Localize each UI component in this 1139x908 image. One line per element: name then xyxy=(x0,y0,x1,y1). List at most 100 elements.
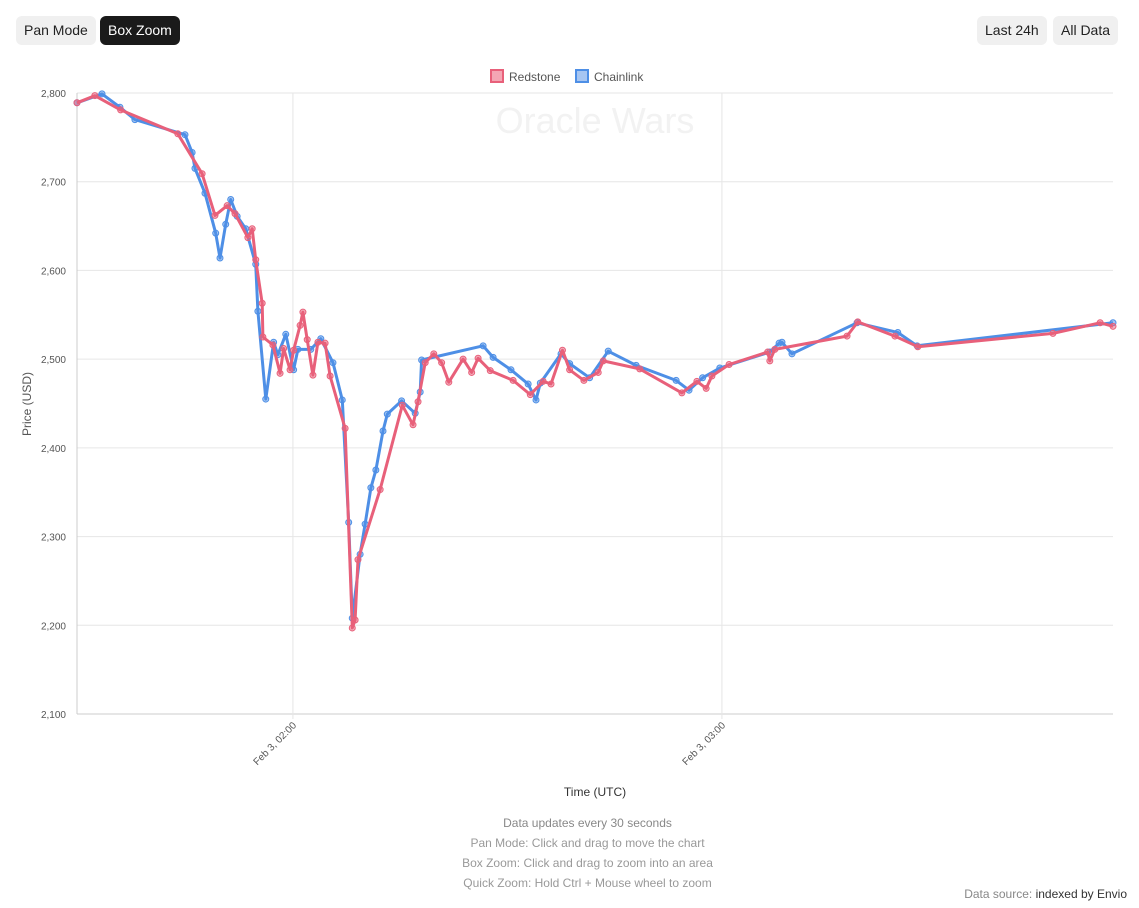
box-zoom-button[interactable]: Box Zoom xyxy=(100,16,180,45)
redstone-point[interactable] xyxy=(766,357,774,365)
redstone-point[interactable] xyxy=(326,372,334,380)
redstone-point[interactable] xyxy=(430,350,438,358)
redstone-point[interactable] xyxy=(486,367,494,375)
redstone-point[interactable] xyxy=(678,389,686,397)
chainlink-point[interactable] xyxy=(216,254,224,262)
redstone-point[interactable] xyxy=(526,391,534,399)
chainlink-point[interactable] xyxy=(367,484,375,492)
chainlink-point[interactable] xyxy=(532,396,540,404)
redstone-point[interactable] xyxy=(296,321,304,329)
legend-item-redstone[interactable]: Redstone xyxy=(490,69,561,84)
redstone-point[interactable] xyxy=(198,170,206,178)
redstone-point[interactable] xyxy=(459,355,467,363)
redstone-point[interactable] xyxy=(1109,322,1117,330)
redstone-point[interactable] xyxy=(725,360,733,368)
redstone-point[interactable] xyxy=(594,368,602,376)
chainlink-point[interactable] xyxy=(489,353,497,361)
redstone-point[interactable] xyxy=(398,401,406,409)
redstone-point[interactable] xyxy=(539,377,547,385)
redstone-point[interactable] xyxy=(351,616,359,624)
redstone-point[interactable] xyxy=(854,318,862,326)
redstone-point[interactable] xyxy=(321,339,329,347)
redstone-point[interactable] xyxy=(286,366,294,374)
redstone-point[interactable] xyxy=(580,376,588,384)
redstone-point[interactable] xyxy=(244,234,252,242)
redstone-point[interactable] xyxy=(309,371,317,379)
redstone-point[interactable] xyxy=(223,202,231,210)
chainlink-point[interactable] xyxy=(383,410,391,418)
chainlink-point[interactable] xyxy=(181,131,189,139)
chainlink-point[interactable] xyxy=(329,359,337,367)
redstone-point[interactable] xyxy=(421,359,429,367)
chainlink-point[interactable] xyxy=(212,229,220,237)
chainlink-point[interactable] xyxy=(282,330,290,338)
chainlink-point[interactable] xyxy=(788,350,796,358)
redstone-point[interactable] xyxy=(445,378,453,386)
redstone-point[interactable] xyxy=(248,225,256,233)
redstone-point[interactable] xyxy=(1096,319,1104,327)
chainlink-point[interactable] xyxy=(262,395,270,403)
redstone-point[interactable] xyxy=(468,368,476,376)
redstone-point[interactable] xyxy=(276,369,284,377)
redstone-point[interactable] xyxy=(91,92,99,100)
chainlink-point[interactable] xyxy=(338,396,346,404)
redstone-point[interactable] xyxy=(314,338,322,346)
redstone-point[interactable] xyxy=(376,486,384,494)
redstone-point[interactable] xyxy=(290,346,298,354)
chainlink-point[interactable] xyxy=(778,338,786,346)
redstone-point[interactable] xyxy=(231,210,239,218)
redstone-point[interactable] xyxy=(914,343,922,351)
redstone-point[interactable] xyxy=(474,354,482,362)
chainlink-point[interactable] xyxy=(672,376,680,384)
redstone-point[interactable] xyxy=(891,332,899,340)
redstone-point[interactable] xyxy=(702,384,710,392)
legend-item-chainlink[interactable]: Chainlink xyxy=(575,69,644,84)
redstone-point[interactable] xyxy=(303,336,311,344)
redstone-point[interactable] xyxy=(843,332,851,340)
redstone-point[interactable] xyxy=(764,348,772,356)
redstone-point[interactable] xyxy=(299,308,307,316)
chainlink-point[interactable] xyxy=(222,220,230,228)
redstone-point[interactable] xyxy=(211,211,219,219)
chainlink-point[interactable] xyxy=(479,342,487,350)
chainlink-point[interactable] xyxy=(507,366,515,374)
redstone-point[interactable] xyxy=(269,341,277,349)
chainlink-point[interactable] xyxy=(604,347,612,355)
chainlink-point[interactable] xyxy=(524,380,532,388)
redstone-point[interactable] xyxy=(599,357,607,365)
redstone-point[interactable] xyxy=(547,380,555,388)
redstone-point[interactable] xyxy=(1049,329,1057,337)
chart-title-watermark: Oracle Wars xyxy=(496,100,695,141)
redstone-point[interactable] xyxy=(414,398,422,406)
redstone-point[interactable] xyxy=(708,372,716,380)
redstone-point[interactable] xyxy=(636,365,644,373)
redstone-point[interactable] xyxy=(73,99,81,107)
redstone-point[interactable] xyxy=(438,359,446,367)
redstone-point[interactable] xyxy=(252,256,260,264)
redstone-point[interactable] xyxy=(280,344,288,352)
redstone-point[interactable] xyxy=(693,377,701,385)
redstone-point[interactable] xyxy=(259,333,267,341)
pan-mode-button[interactable]: Pan Mode xyxy=(16,16,96,45)
redstone-point[interactable] xyxy=(174,130,182,138)
redstone-point[interactable] xyxy=(771,345,779,353)
data-source-link[interactable]: indexed by Envio xyxy=(1035,887,1127,901)
redstone-point[interactable] xyxy=(558,346,566,354)
chainlink-point[interactable] xyxy=(254,307,262,315)
chainlink-point[interactable] xyxy=(227,195,235,203)
chainlink-point[interactable] xyxy=(699,374,707,382)
chainlink-point[interactable] xyxy=(98,90,106,98)
all-data-button[interactable]: All Data xyxy=(1053,16,1119,45)
redstone-point[interactable] xyxy=(509,376,517,384)
redstone-point[interactable] xyxy=(258,299,266,307)
chainlink-point[interactable] xyxy=(379,427,387,435)
redstone-point[interactable] xyxy=(341,424,349,432)
redstone-point[interactable] xyxy=(117,106,125,114)
redstone-point[interactable] xyxy=(348,624,356,632)
last-24h-button[interactable]: Last 24h xyxy=(977,16,1047,45)
redstone-point[interactable] xyxy=(566,366,574,374)
chainlink-point[interactable] xyxy=(372,466,380,474)
redstone-point[interactable] xyxy=(409,421,417,429)
redstone-point[interactable] xyxy=(354,556,362,564)
